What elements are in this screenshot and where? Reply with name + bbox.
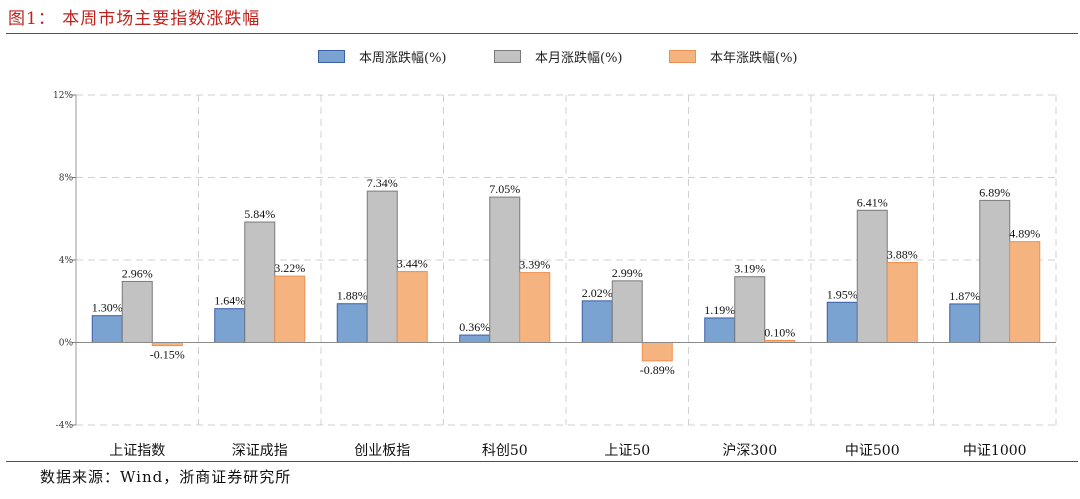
bar-s2 [611,280,643,343]
data-label: 1.19% [704,303,735,317]
legend-swatch-monthly [494,50,521,63]
category-label: 科创50 [482,443,528,459]
category-label: 创业板指 [354,443,410,459]
source-divider [6,461,1078,462]
bar-s1 [91,315,123,343]
legend-swatch-weekly [318,50,345,63]
category-label: 深证成指 [232,443,288,459]
bar-s3 [886,261,918,344]
bar-s3 [396,271,428,343]
data-label: 4.89% [1009,227,1040,241]
source-note: 数据来源：Wind，浙商证券研究所 [40,468,292,486]
data-label: 1.30% [92,301,123,315]
data-label: 7.05% [489,182,520,196]
data-label: 1.64% [214,294,245,308]
data-label: 0.10% [764,325,795,339]
bar-s2 [121,280,153,344]
data-label: 6.89% [979,185,1010,199]
data-label: 3.44% [397,257,428,271]
bar-s2 [366,190,398,343]
bar-s2 [489,196,521,343]
category-label: 上证50 [604,443,650,459]
category-label: 沪深300 [722,443,777,459]
legend-swatch-yearly [669,50,696,63]
data-label: 5.84% [244,207,275,221]
bar-s1 [459,334,491,344]
category-label: 中证1000 [963,443,1027,459]
data-label: 7.34% [367,176,398,190]
bar-s1 [581,300,613,343]
bar-s3 [519,272,551,343]
legend-item-yearly: 本年涨跌幅(%) [669,47,798,66]
bar-s1 [826,301,858,343]
category-label: 中证500 [845,443,900,459]
chart-legend: 本周涨跌幅(%) 本月涨跌幅(%) 本年涨跌幅(%) [0,47,1080,67]
bar-s2 [979,199,1011,343]
title-divider [6,33,1078,34]
data-label: -0.89% [640,363,675,377]
legend-label-monthly: 本月涨跌幅(%) [535,51,623,66]
data-label: 1.88% [337,289,368,303]
legend-item-weekly: 本周涨跌幅(%) [318,47,447,66]
bar-s1 [214,308,246,343]
bar-s1 [949,303,981,343]
data-label: 1.95% [827,287,858,301]
data-label: 1.87% [949,289,980,303]
bar-s3 [1009,241,1041,343]
data-label: 2.02% [582,286,613,300]
data-label: 2.96% [122,266,153,280]
data-label: 3.19% [734,262,765,276]
figure-title: 图1： 本周市场主要指数涨跌幅 [8,9,261,29]
y-tick-label: 0% [59,339,74,349]
bar-s1 [704,317,736,343]
y-tick-label: 8% [59,174,74,184]
data-label: 3.22% [274,261,305,275]
data-label: -0.15% [150,348,185,362]
bar-s3 [641,342,673,362]
bar-s2 [244,221,276,343]
y-tick-label: 4% [59,256,74,266]
data-label: 2.99% [612,266,643,280]
data-label: 0.36% [459,320,490,334]
y-tick-label: -4% [56,421,74,431]
bar-s2 [734,276,766,343]
data-label: 3.88% [887,247,918,261]
category-label: 上证指数 [109,443,165,459]
legend-item-monthly: 本月涨跌幅(%) [494,47,623,66]
data-label: 3.39% [519,258,550,272]
y-tick-label: 12% [53,91,73,101]
bar-s1 [336,303,368,344]
data-label: 6.41% [857,195,888,209]
legend-label-weekly: 本周涨跌幅(%) [359,51,447,66]
legend-label-yearly: 本年涨跌幅(%) [710,51,798,66]
bar-s3 [274,275,306,343]
bar-s2 [856,209,888,343]
